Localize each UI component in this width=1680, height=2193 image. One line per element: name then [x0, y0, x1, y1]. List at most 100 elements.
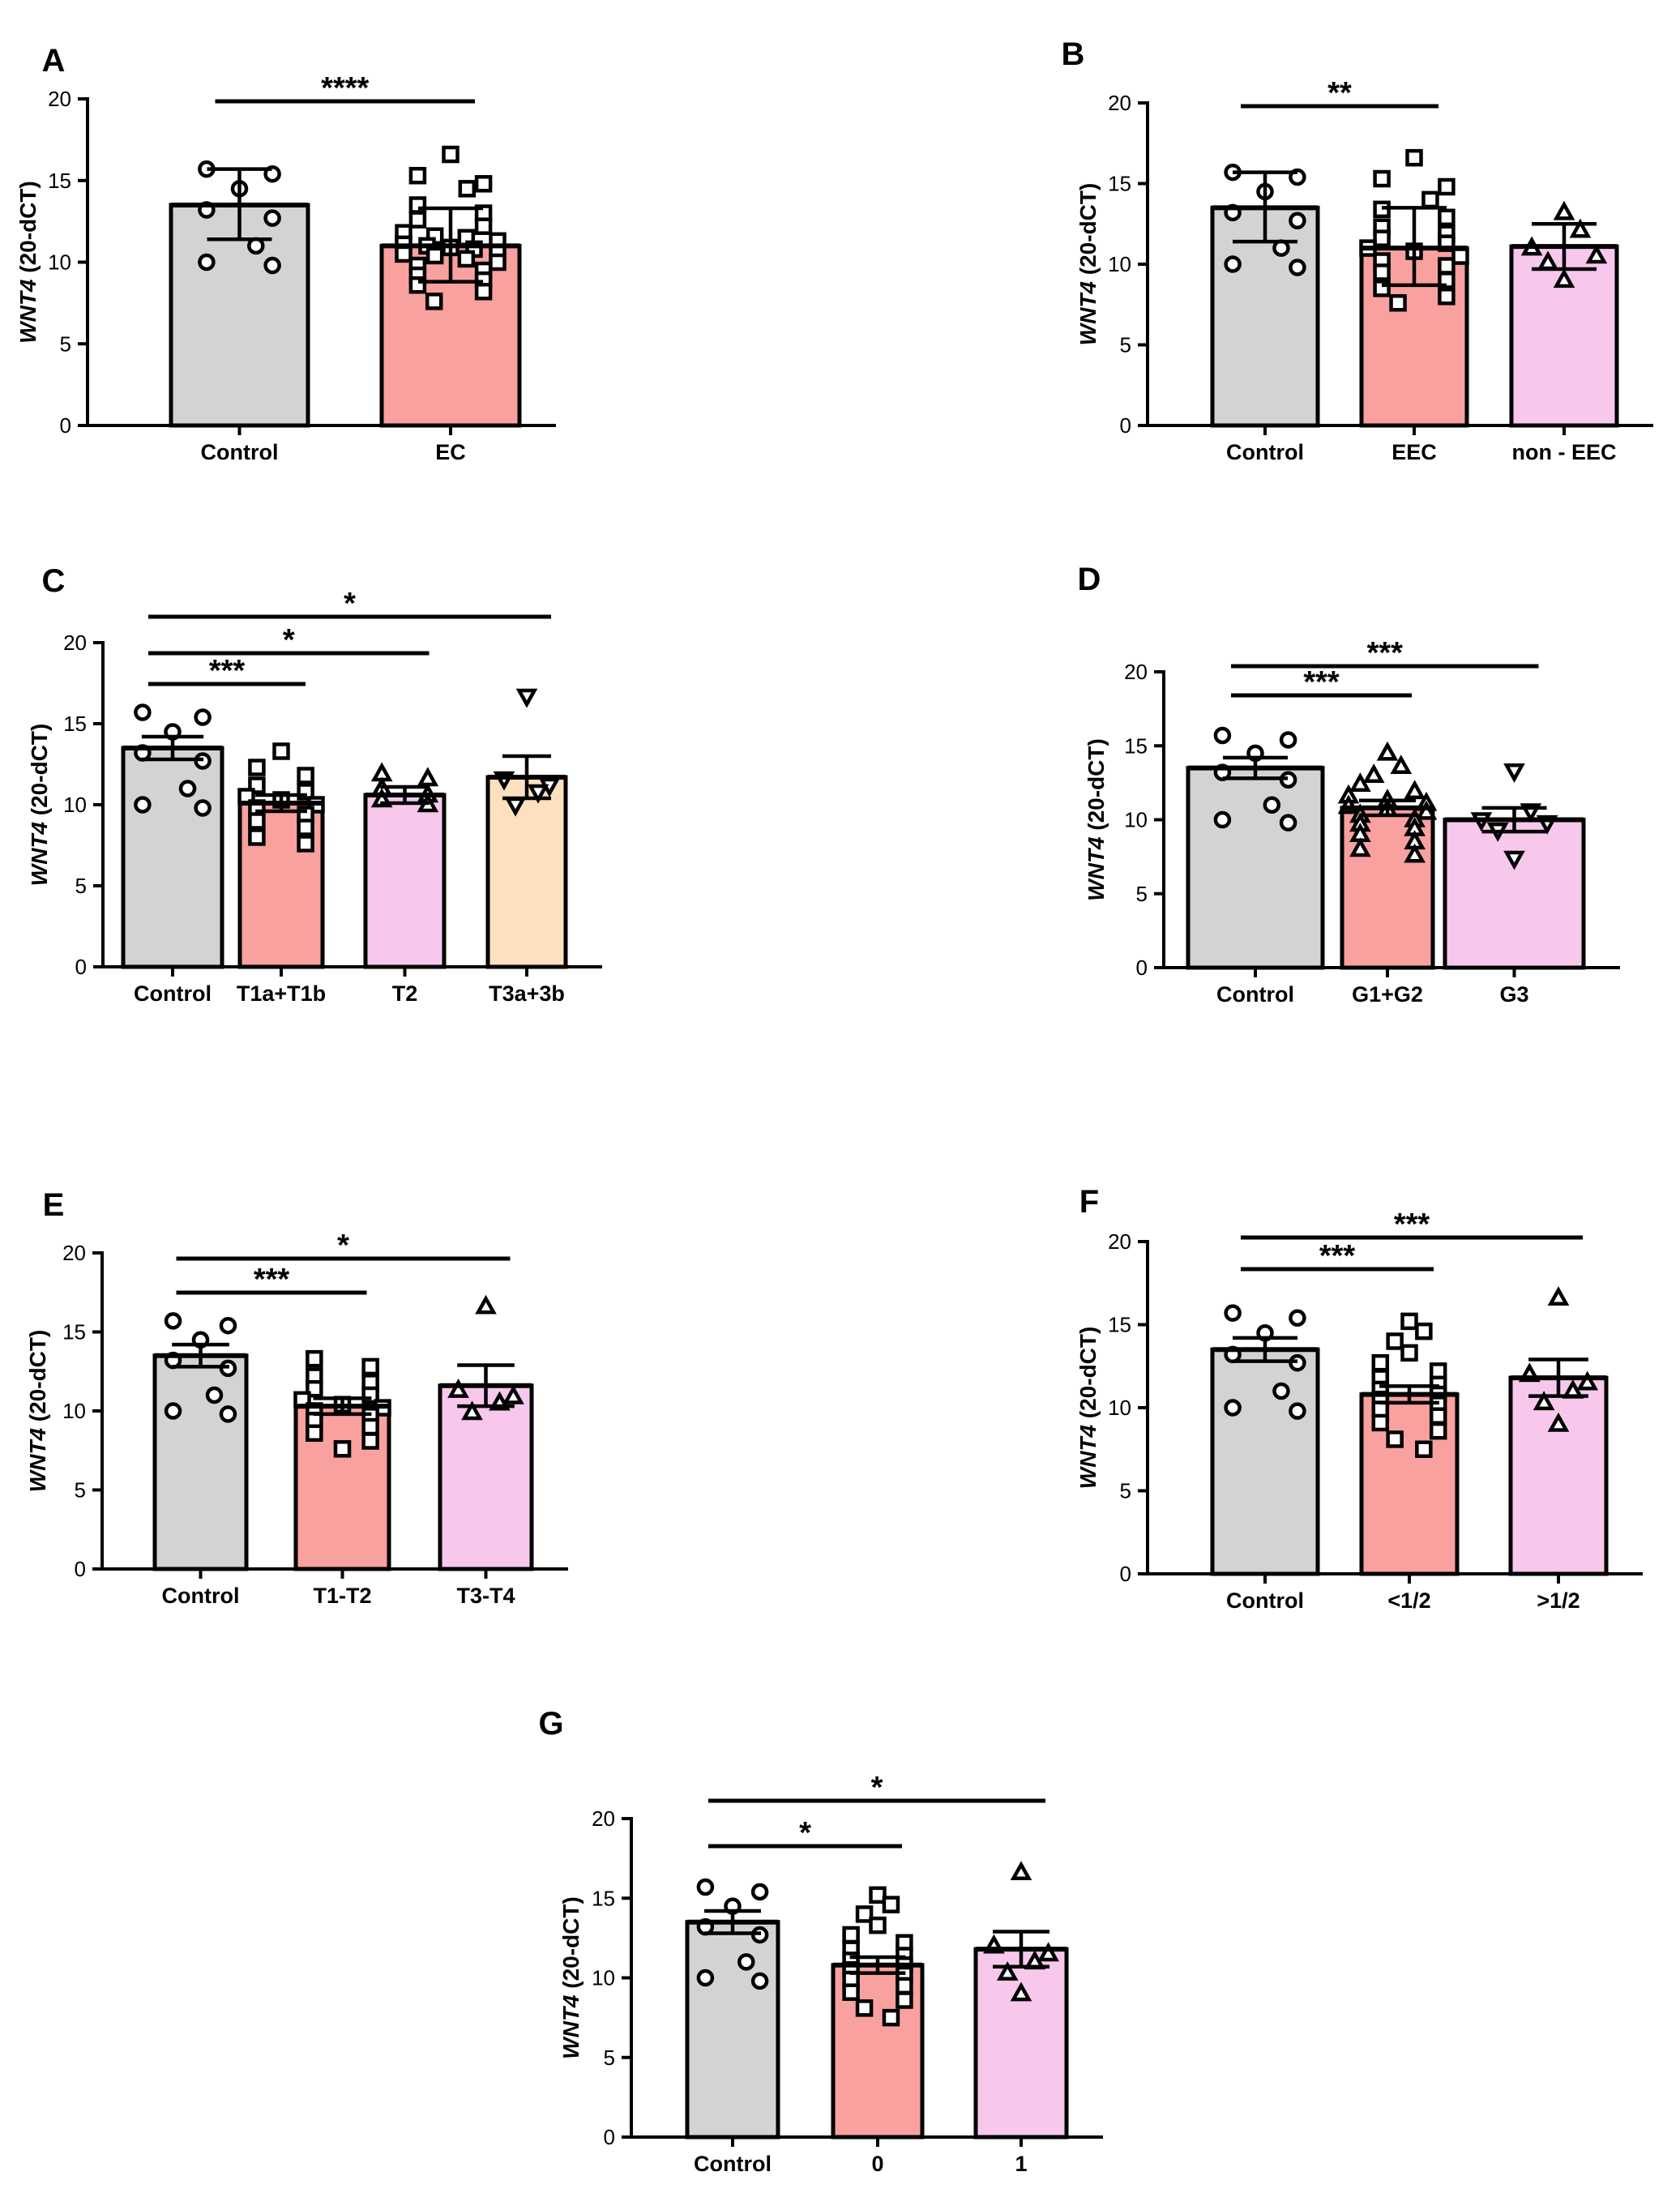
significance-bracket: *	[708, 1771, 1045, 1805]
error-bar	[123, 734, 222, 762]
data-point	[1400, 1312, 1418, 1331]
panel-b: B 0 5 10 15 20 Control EEC non - EEC WNT4 (20-dCT…	[1062, 36, 1653, 464]
error-bar	[1511, 222, 1617, 271]
significance-label: *	[337, 1229, 349, 1263]
data-point	[178, 780, 197, 797]
significance-label: ***	[1303, 665, 1340, 699]
significance-bracket: **	[1241, 76, 1438, 110]
data-point	[425, 293, 443, 310]
data-point	[205, 1386, 224, 1404]
data-point	[1289, 259, 1306, 276]
data-point	[361, 1432, 379, 1450]
data-point	[474, 283, 493, 301]
x-tick-label: T3a+3b	[489, 981, 565, 1006]
y-tick-label: 0	[1120, 413, 1131, 438]
data-point	[219, 1405, 237, 1423]
x-tick-label: 1	[1015, 2152, 1027, 2176]
bar-control	[121, 746, 224, 969]
panel-a: A 0 5 10 15 20 Control EC WNT4 (20-dCT) ****	[15, 43, 556, 464]
panel-e: E 0 5 10 15 20 Control T1-T2 T3-T4 WNT4 (20-dCT) *…	[25, 1187, 568, 1608]
data-point	[1547, 1412, 1570, 1432]
y-tick-label: 5	[75, 1478, 86, 1503]
data-point	[361, 1357, 379, 1376]
data-point	[361, 1417, 379, 1436]
y-tick-label: 0	[75, 1557, 86, 1581]
y-tick-label: 5	[1136, 882, 1148, 906]
data-point	[696, 1969, 715, 1987]
significance-bracket: ***	[176, 1263, 367, 1297]
data-point	[164, 1402, 182, 1420]
y-tick-label: 20	[1108, 1229, 1131, 1254]
data-point	[408, 166, 427, 185]
x-tick-label: <1/2	[1387, 1588, 1430, 1613]
data-point	[1279, 731, 1297, 749]
x-tick-label: T1a+T1b	[237, 981, 326, 1006]
y-tick-label: 20	[592, 1806, 615, 1831]
significance-bracket: *	[708, 1816, 902, 1850]
data-point	[696, 1878, 715, 1896]
bar-1	[973, 1947, 1069, 2140]
data-point	[1373, 169, 1391, 188]
data-point	[1349, 772, 1371, 792]
bar-control	[152, 1353, 249, 1571]
panel-g: G 0 5 10 15 20 Control 0 1 WNT4 (20-dCT) * *	[538, 1706, 1103, 2176]
significance-label: ***	[209, 654, 246, 688]
panel-letter: A	[42, 43, 66, 79]
data-point	[1576, 1370, 1599, 1391]
bar-control	[169, 203, 310, 428]
data-point	[1224, 1399, 1242, 1417]
data-point	[408, 211, 427, 229]
y-tick-label: 0	[604, 2125, 615, 2149]
data-point	[297, 767, 314, 784]
data-point	[333, 1440, 352, 1458]
x-tick-label: Control	[1226, 440, 1304, 464]
bar-control	[685, 1920, 780, 2140]
data-point	[855, 1999, 874, 2017]
bar-t3a-3b	[485, 775, 568, 969]
significance-label: *	[799, 1816, 811, 1850]
x-tick-label: >1/2	[1537, 1588, 1580, 1613]
data-point	[1404, 843, 1426, 863]
data-point	[1289, 1402, 1306, 1420]
x-tick-label: 0	[871, 2152, 883, 2176]
significance-label: *	[344, 587, 356, 621]
panel-c: C 0 5 10 15 20 Control T1a+T1b T2 T3a+3b WNT4 (20-…	[27, 563, 602, 1006]
data-point	[461, 1400, 483, 1421]
data-point	[882, 1896, 900, 1913]
data-point	[306, 1349, 323, 1368]
data-point	[297, 819, 314, 836]
data-point	[1224, 1304, 1242, 1322]
bar-g3	[1443, 818, 1586, 970]
data-point	[194, 708, 212, 726]
data-point	[1272, 1382, 1290, 1400]
data-point	[896, 1977, 913, 1995]
y-tick-label: 5	[60, 331, 71, 356]
data-point	[442, 145, 460, 164]
significance-label: *	[871, 1771, 883, 1805]
data-point	[134, 703, 152, 721]
data-point	[1429, 1421, 1447, 1440]
data-point	[737, 1953, 755, 1971]
data-point	[164, 1312, 182, 1330]
data-point	[194, 799, 212, 817]
data-point	[1400, 1344, 1418, 1362]
data-point	[1386, 1332, 1404, 1350]
x-tick-label: Control	[162, 1584, 240, 1608]
panel-letter: G	[538, 1706, 563, 1742]
data-point	[1224, 255, 1242, 273]
error-bar	[1511, 1357, 1606, 1398]
error-bar	[488, 754, 566, 801]
y-tick-label: 15	[63, 712, 87, 736]
significance-label: **	[1327, 76, 1352, 110]
data-point	[1569, 218, 1592, 238]
data-point	[1010, 1981, 1032, 2002]
data-point	[1373, 229, 1391, 247]
data-point	[1376, 741, 1399, 761]
panel-letter: D	[1078, 562, 1101, 597]
data-point	[1429, 1407, 1447, 1425]
data-point	[134, 796, 152, 814]
significance-label: ***	[1319, 1239, 1356, 1273]
data-point	[447, 1379, 469, 1398]
y-tick-label: 5	[604, 2046, 615, 2070]
